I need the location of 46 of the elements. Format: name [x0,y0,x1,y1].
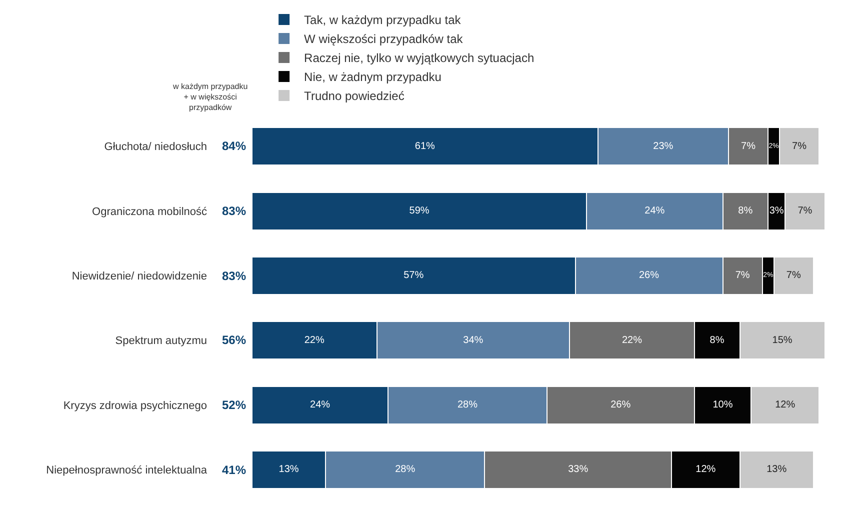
data-label: 10% [712,400,733,411]
data-label: 12% [696,464,716,476]
data-label: 24% [644,206,665,217]
data-label: 57% [404,270,424,282]
y-tick-label: Kryzys zdrowia psychicznego [63,400,207,412]
data-label: 28% [395,464,416,476]
legend-label: Nie, w żadnym przypadku [304,70,442,84]
text: 52% [222,398,246,412]
data-label: 26% [610,400,631,411]
y-tick-label: Niepełnosprawność intelektualna [46,464,208,477]
legend-label: Trudno powiedzieć [304,89,404,104]
y-tick-label: Spektrum autyzmu [115,335,207,348]
data-label: 22% [304,334,324,346]
legend-label: Tak, w każdym przypadku tak [304,13,462,28]
data-label: 13% [278,464,299,476]
text: 41% [222,463,246,477]
data-label: 59% [409,206,430,217]
data-label: 3% [769,206,784,217]
y-tick-label: Głuchota/ niedosłuch [104,141,207,154]
data-label: 15% [772,334,792,346]
data-label: 8% [738,206,753,217]
data-label: 12% [775,400,796,411]
data-label: 26% [638,270,660,282]
legend-label: W większości przypadków tak [304,32,464,46]
text: 83% [222,269,246,283]
data-label: 7% [792,140,807,152]
data-label: 7% [786,270,801,282]
data-label: 13% [766,464,787,476]
data-label: 61% [414,140,436,152]
data-label: 34% [463,334,484,346]
data-label: 7% [798,206,812,217]
data-label: 23% [653,140,674,152]
legend-label: Raczej nie, tylko w wyjątkowych sytuacjach [304,51,534,66]
text: w każdym przypadku + w większości przypadków [172,82,248,112]
data-label: 24% [310,400,330,411]
data-label: 28% [457,400,478,411]
y-tick-label: Niewidzenie/ niedowidzenie [72,270,207,283]
y-tick-label: Ograniczona mobilność [92,206,208,218]
data-label: 8% [710,334,724,346]
text: 56% [222,333,246,347]
data-label: 22% [622,334,642,346]
text: 83% [222,204,246,218]
data-label: 7% [741,140,756,152]
data-label: 7% [735,270,750,282]
text: 84% [222,139,246,153]
data-label: 33% [568,464,588,476]
